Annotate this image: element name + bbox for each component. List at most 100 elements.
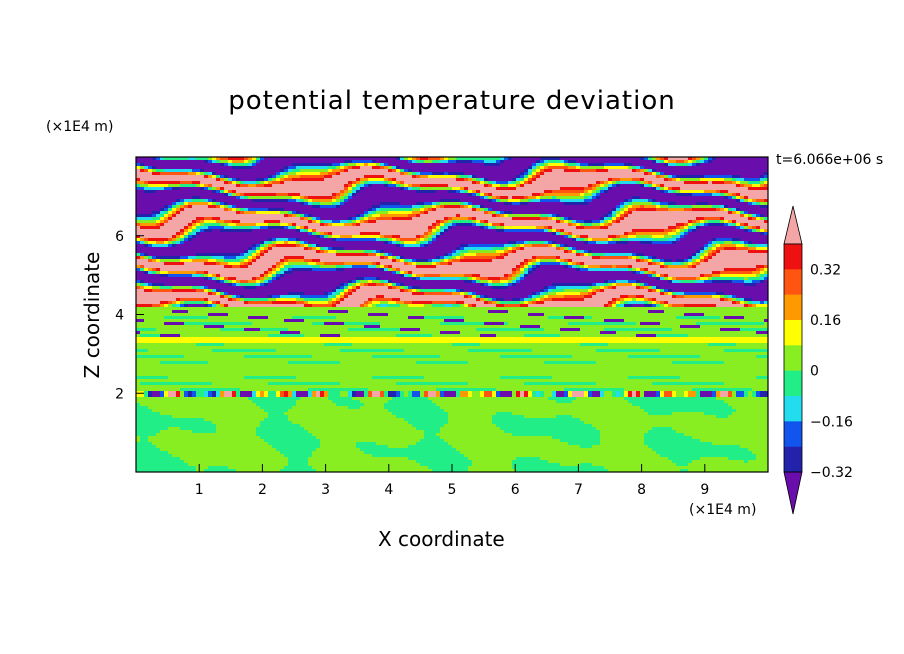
contour-cell: [556, 166, 561, 170]
contour-cell: [540, 160, 545, 164]
contour-cell: [320, 166, 325, 170]
contour-cell: [648, 163, 653, 167]
contour-cell: [176, 175, 181, 179]
contour-cell: [140, 178, 145, 182]
contour-cell: [356, 163, 361, 167]
contour-cell: [232, 166, 237, 170]
contour-cell: [512, 169, 517, 173]
contour-cell: [196, 169, 201, 173]
contour-cell: [740, 166, 745, 170]
contour-cell: [364, 160, 369, 164]
contour-cell: [372, 160, 377, 164]
contour-cell: [156, 175, 161, 179]
contour-cell: [604, 163, 609, 167]
contour-cell: [140, 163, 145, 167]
contour-cell: [436, 157, 441, 161]
contour-cell: [300, 169, 305, 173]
contour-cell: [676, 172, 681, 176]
contour-cell: [264, 160, 269, 164]
contour-cell: [628, 157, 633, 161]
contour-cell: [660, 172, 665, 176]
contour-cell: [684, 169, 689, 173]
contour-cell: [396, 157, 401, 161]
contour-cell: [308, 157, 313, 161]
contour-cell: [204, 178, 209, 182]
contour-cell: [436, 169, 441, 173]
contour-cell: [404, 157, 409, 161]
contour-cell: [168, 169, 173, 173]
contour-cell: [188, 169, 193, 173]
contour-cell: [724, 157, 729, 161]
contour-cell: [556, 157, 561, 161]
contour-cell: [456, 172, 461, 176]
contour-cell: [612, 160, 617, 164]
contour-cell: [144, 157, 149, 161]
contour-cell: [620, 163, 625, 167]
contour-cell: [364, 163, 369, 167]
contour-cell: [664, 160, 669, 164]
contour-cell: [336, 163, 341, 167]
contour-cell: [508, 166, 513, 170]
contour-cell: [340, 157, 345, 161]
contour-cell: [628, 166, 633, 170]
contour-cell: [476, 166, 481, 170]
contour-cell: [284, 175, 289, 179]
contour-cell: [616, 157, 621, 161]
contour-cell: [480, 160, 485, 164]
contour-cell: [164, 175, 169, 179]
contour-cell: [292, 160, 297, 164]
contour-cell: [216, 172, 221, 176]
contour-cell: [188, 157, 193, 161]
contour-cell: [464, 166, 469, 170]
contour-cell: [576, 160, 581, 164]
contour-cell: [564, 163, 569, 167]
contour-cell: [556, 163, 561, 167]
contour-cell: [420, 166, 425, 170]
contour-cell: [232, 160, 237, 164]
contour-cell: [212, 157, 217, 161]
contour-cell: [232, 157, 237, 161]
contour-cell: [396, 172, 401, 176]
contour-cell: [740, 169, 745, 173]
contour-cell: [140, 172, 145, 176]
contour-cell: [332, 157, 337, 161]
contour-cell: [280, 175, 285, 179]
contour-cell: [532, 166, 537, 170]
contour-cell: [656, 157, 661, 161]
contour-cell: [376, 175, 381, 179]
contour-cell: [736, 166, 741, 170]
contour-cell: [416, 160, 421, 164]
contour-cell: [168, 178, 173, 182]
contour-cell: [232, 172, 237, 176]
contour-cell: [272, 166, 277, 170]
contour-cell: [312, 163, 317, 167]
contour-cell: [680, 160, 685, 164]
contour-cell: [192, 157, 197, 161]
contour-cell: [372, 169, 377, 173]
contour-cell: [572, 166, 577, 170]
contour-cell: [200, 178, 205, 182]
contour-cell: [164, 160, 169, 164]
contour-cell: [480, 163, 485, 167]
contour-cell: [712, 157, 717, 161]
contour-cell: [596, 172, 601, 176]
contour-cell: [528, 163, 533, 167]
contour-cell: [448, 160, 453, 164]
contour-cell: [220, 157, 225, 161]
contour-cell: [688, 157, 693, 161]
contour-cell: [572, 175, 577, 179]
contour-cell: [452, 157, 457, 161]
contour-cell: [620, 157, 625, 161]
contour-cell: [760, 172, 765, 176]
contour-cell: [184, 166, 189, 170]
contour-cell: [200, 163, 205, 167]
contour-cell: [504, 160, 509, 164]
contour-cell: [144, 178, 149, 182]
contour-cell: [208, 163, 213, 167]
contour-cell: [644, 166, 649, 170]
contour-cell: [160, 169, 165, 173]
contour-cell: [552, 166, 557, 170]
contour-cell: [372, 172, 377, 176]
contour-cell: [612, 163, 617, 167]
contour-cell: [152, 163, 157, 167]
